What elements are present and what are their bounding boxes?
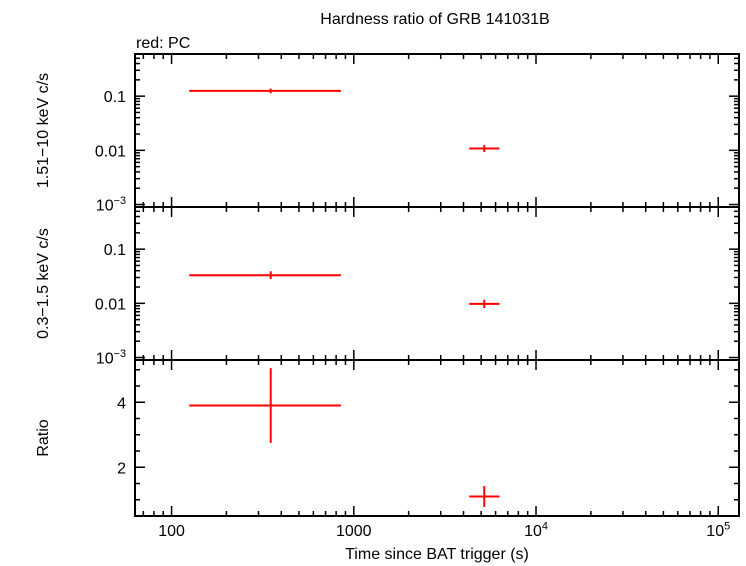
- y-tick-label: 2: [117, 460, 126, 477]
- y-axis-label: Ratio: [35, 419, 52, 456]
- chart-title: Hardness ratio of GRB 141031B: [320, 11, 549, 28]
- data-point: [469, 299, 500, 309]
- x-tick-label: 1000: [336, 523, 372, 540]
- panel-frame: [134, 53, 740, 208]
- x-tick-label: 105: [706, 520, 730, 540]
- panel-hard-band: 0.1 0.01 10−3 1.51−10 keV c/s: [35, 53, 740, 215]
- y-tick-label: 0.01: [95, 296, 126, 313]
- x-tick-label: 104: [524, 520, 548, 540]
- y-tick-label: 0.01: [95, 143, 126, 160]
- y-axis-label: 1.51−10 keV c/s: [35, 73, 52, 188]
- panel-ratio: 4 2 Ratio: [35, 359, 740, 517]
- data-point: [469, 145, 500, 153]
- panel-soft-band: 0.1 0.01 10−3 0.3−1.5 keV c/s: [35, 206, 740, 368]
- data-point: [189, 88, 341, 94]
- data-point: [189, 271, 341, 280]
- y-tick-label: 10−3: [96, 195, 126, 215]
- y-tick-label: 4: [117, 395, 126, 412]
- panels: 0.1 0.01 10−3 1.51−10 keV c/s 0.1 0.01 10−3 0.3…: [35, 53, 740, 540]
- x-tick-label: 100: [158, 523, 185, 540]
- y-tick-label: 10−3: [96, 348, 126, 368]
- panel-frame: [134, 359, 740, 517]
- y-axis-label: 0.3−1.5 keV c/s: [35, 228, 52, 339]
- y-tick-label: 0.1: [104, 242, 126, 259]
- legend-label: red: PC: [136, 35, 190, 52]
- panel-frame: [134, 206, 740, 361]
- y-tick-label: 0.1: [104, 89, 126, 106]
- x-axis-label: Time since BAT trigger (s): [345, 546, 529, 563]
- data-point: [469, 486, 500, 507]
- data-point: [189, 368, 341, 443]
